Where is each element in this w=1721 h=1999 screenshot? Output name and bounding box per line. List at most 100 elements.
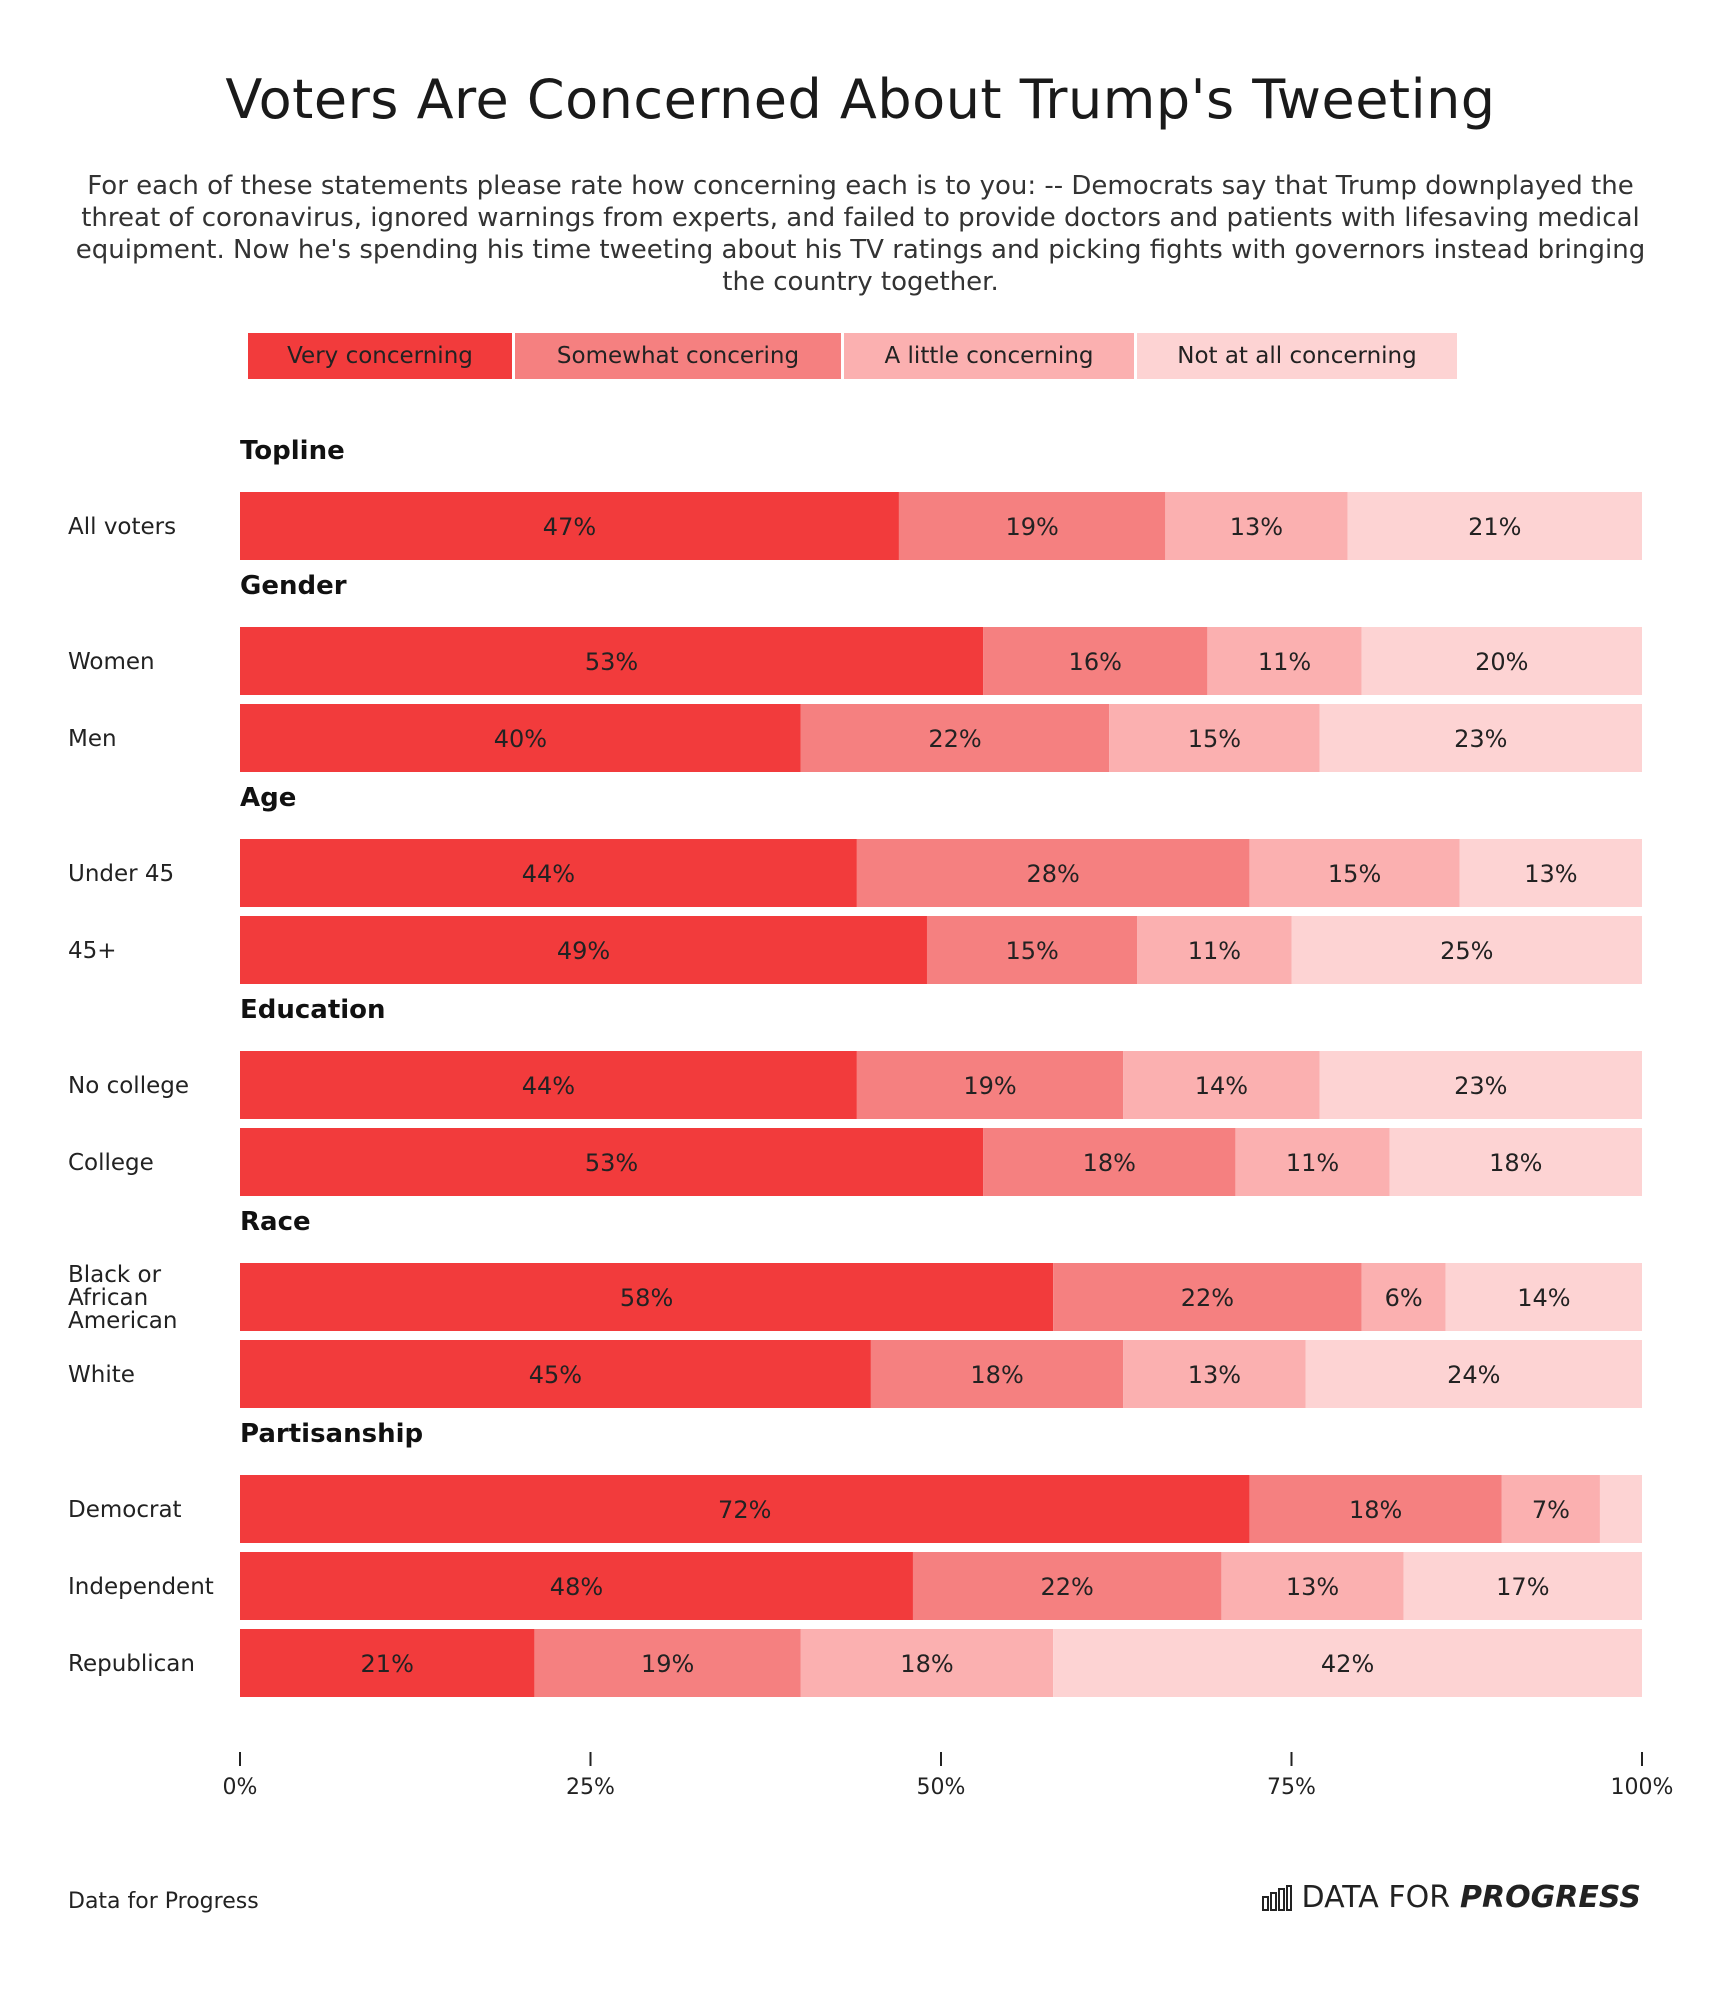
x-tick-label: 25% [566, 1775, 615, 1800]
bar-segment-under-45-not [1459, 839, 1642, 907]
bar-segment-under-45-very [240, 839, 857, 907]
data-label-no-college-little: 14% [1195, 1072, 1248, 1100]
data-label-men-little: 15% [1188, 725, 1241, 753]
x-tick-label: 0% [223, 1775, 258, 1800]
row-label-republican: Republican [68, 1651, 195, 1677]
data-label-black-or-african-american-little: 6% [1385, 1284, 1423, 1312]
data-label-women-little: 11% [1258, 648, 1311, 676]
bar-segment-republican-not [1053, 1629, 1642, 1697]
data-label-white-little: 13% [1188, 1361, 1241, 1389]
data-label-democrat-somewhat: 18% [1349, 1496, 1402, 1524]
data-label-no-college-somewhat: 19% [963, 1072, 1016, 1100]
data-label-democrat-little: 7% [1532, 1496, 1570, 1524]
data-label-white-somewhat: 18% [970, 1361, 1023, 1389]
bar-segment-all-voters-little [1165, 492, 1348, 560]
bar-segment-college-little [1235, 1128, 1390, 1196]
chart-title: Voters Are Concerned About Trump's Tweet… [225, 68, 1496, 131]
data-label-no-college-not: 23% [1454, 1072, 1507, 1100]
row-label-45: 45+ [68, 938, 117, 964]
data-label-republican-little: 18% [900, 1650, 953, 1678]
legend-very-concerning: Very concerning [248, 333, 512, 379]
bar-segment-under-45-little [1249, 839, 1460, 907]
bar-segment-black-or-african-american-very [240, 1263, 1054, 1331]
row-label-women: Women [68, 649, 155, 675]
row-label-white: White [68, 1362, 135, 1388]
data-label-women-very: 53% [585, 648, 638, 676]
group-heading-race: Race [240, 1207, 311, 1237]
legend: Very concerning Somewhat concering A lit… [248, 333, 1460, 379]
group-heading-topline: Topline [240, 436, 345, 466]
bar-segment-democrat-little [1501, 1475, 1600, 1543]
group-heading-education: Education [240, 995, 386, 1025]
bar-segment-white-somewhat [870, 1340, 1124, 1408]
data-label-independent-little: 13% [1286, 1573, 1339, 1601]
bar-segment-men-little [1109, 704, 1320, 772]
source-note: Data for Progress [68, 1889, 259, 1914]
bar-segment-republican-little [800, 1629, 1054, 1697]
data-label-under-45-little: 15% [1328, 860, 1381, 888]
data-label-college-somewhat: 18% [1083, 1149, 1136, 1177]
bar-segment-45-somewhat [926, 916, 1138, 984]
legend-a-little-concerning: A little concerning [844, 333, 1134, 379]
row-label-college: College [68, 1150, 154, 1176]
data-label-all-voters-very: 47% [543, 513, 596, 541]
bar-chart-icon [1261, 1884, 1292, 1911]
bar-segment-democrat-not [1599, 1475, 1642, 1543]
bar-segment-men-not [1319, 704, 1642, 772]
bar-segment-all-voters-very [240, 492, 899, 560]
row-label-men: Men [68, 726, 117, 752]
bar-segment-democrat-somewhat [1249, 1475, 1502, 1543]
data-label-college-not: 18% [1489, 1149, 1542, 1177]
group-heading-gender: Gender [240, 571, 347, 601]
data-label-independent-very: 48% [550, 1573, 603, 1601]
bar-segment-45-very [240, 916, 927, 984]
bar-segment-independent-very [240, 1552, 913, 1620]
chart-subtitle: For each of these statements please rate… [75, 171, 1646, 297]
data-label-black-or-african-american-not: 14% [1517, 1284, 1570, 1312]
row-label-independent: Independent [68, 1574, 214, 1600]
bar-segment-black-or-african-american-not [1445, 1263, 1642, 1331]
data-label-college-little: 11% [1286, 1149, 1339, 1177]
data-label-republican-very: 21% [361, 1650, 414, 1678]
data-label-all-voters-not: 21% [1468, 513, 1521, 541]
data-label-no-college-very: 44% [522, 1072, 575, 1100]
x-tick-label: 50% [917, 1775, 966, 1800]
bar-segment-women-very [240, 627, 984, 695]
bar-segment-college-very [240, 1128, 984, 1196]
logo-text-regular: DATA FOR [1301, 1880, 1451, 1915]
bar-segment-no-college-somewhat [856, 1051, 1124, 1119]
bar-segment-no-college-very [240, 1051, 857, 1119]
bar-segment-independent-not [1403, 1552, 1642, 1620]
stacked-bar-chart: Topline All voters 47% 19% 13% 21% Gender Women… [68, 436, 1673, 1800]
data-label-45-little: 11% [1188, 937, 1241, 965]
bar-segment-45-little [1137, 916, 1292, 984]
bar-segment-white-little [1123, 1340, 1306, 1408]
row-label-under-45: Under 45 [68, 861, 174, 887]
data-label-under-45-very: 44% [522, 860, 575, 888]
legend-not-at-all-concerning: Not at all concerning [1137, 333, 1457, 379]
data-label-45-somewhat: 15% [1005, 937, 1058, 965]
bar-segment-under-45-somewhat [856, 839, 1250, 907]
bar-segment-all-voters-not [1347, 492, 1642, 560]
data-label-black-or-african-american-somewhat: 22% [1181, 1284, 1234, 1312]
data-label-independent-somewhat: 22% [1041, 1573, 1094, 1601]
bar-segment-women-somewhat [983, 627, 1208, 695]
data-label-men-very: 40% [494, 725, 547, 753]
bar-segment-45-not [1291, 916, 1642, 984]
data-label-women-somewhat: 16% [1069, 648, 1122, 676]
bar-segment-college-somewhat [983, 1128, 1236, 1196]
data-label-men-not: 23% [1454, 725, 1507, 753]
data-label-45-not: 25% [1440, 937, 1493, 965]
data-label-men-somewhat: 22% [928, 725, 981, 753]
group-heading-age: Age [240, 783, 296, 813]
group-heading-partisanship: Partisanship [240, 1419, 423, 1449]
data-label-all-voters-somewhat: 19% [1005, 513, 1058, 541]
bar-segment-white-not [1305, 1340, 1642, 1408]
brand-logo: DATA FOR PROGRESS [1261, 1880, 1641, 1915]
data-label-women-not: 20% [1475, 648, 1528, 676]
data-label-all-voters-little: 13% [1230, 513, 1283, 541]
bar-segment-all-voters-somewhat [898, 492, 1166, 560]
legend-somewhat-concerning: Somewhat concering [515, 333, 841, 379]
row-label-all-voters: All voters [68, 514, 176, 540]
data-label-democrat-very: 72% [718, 1496, 771, 1524]
